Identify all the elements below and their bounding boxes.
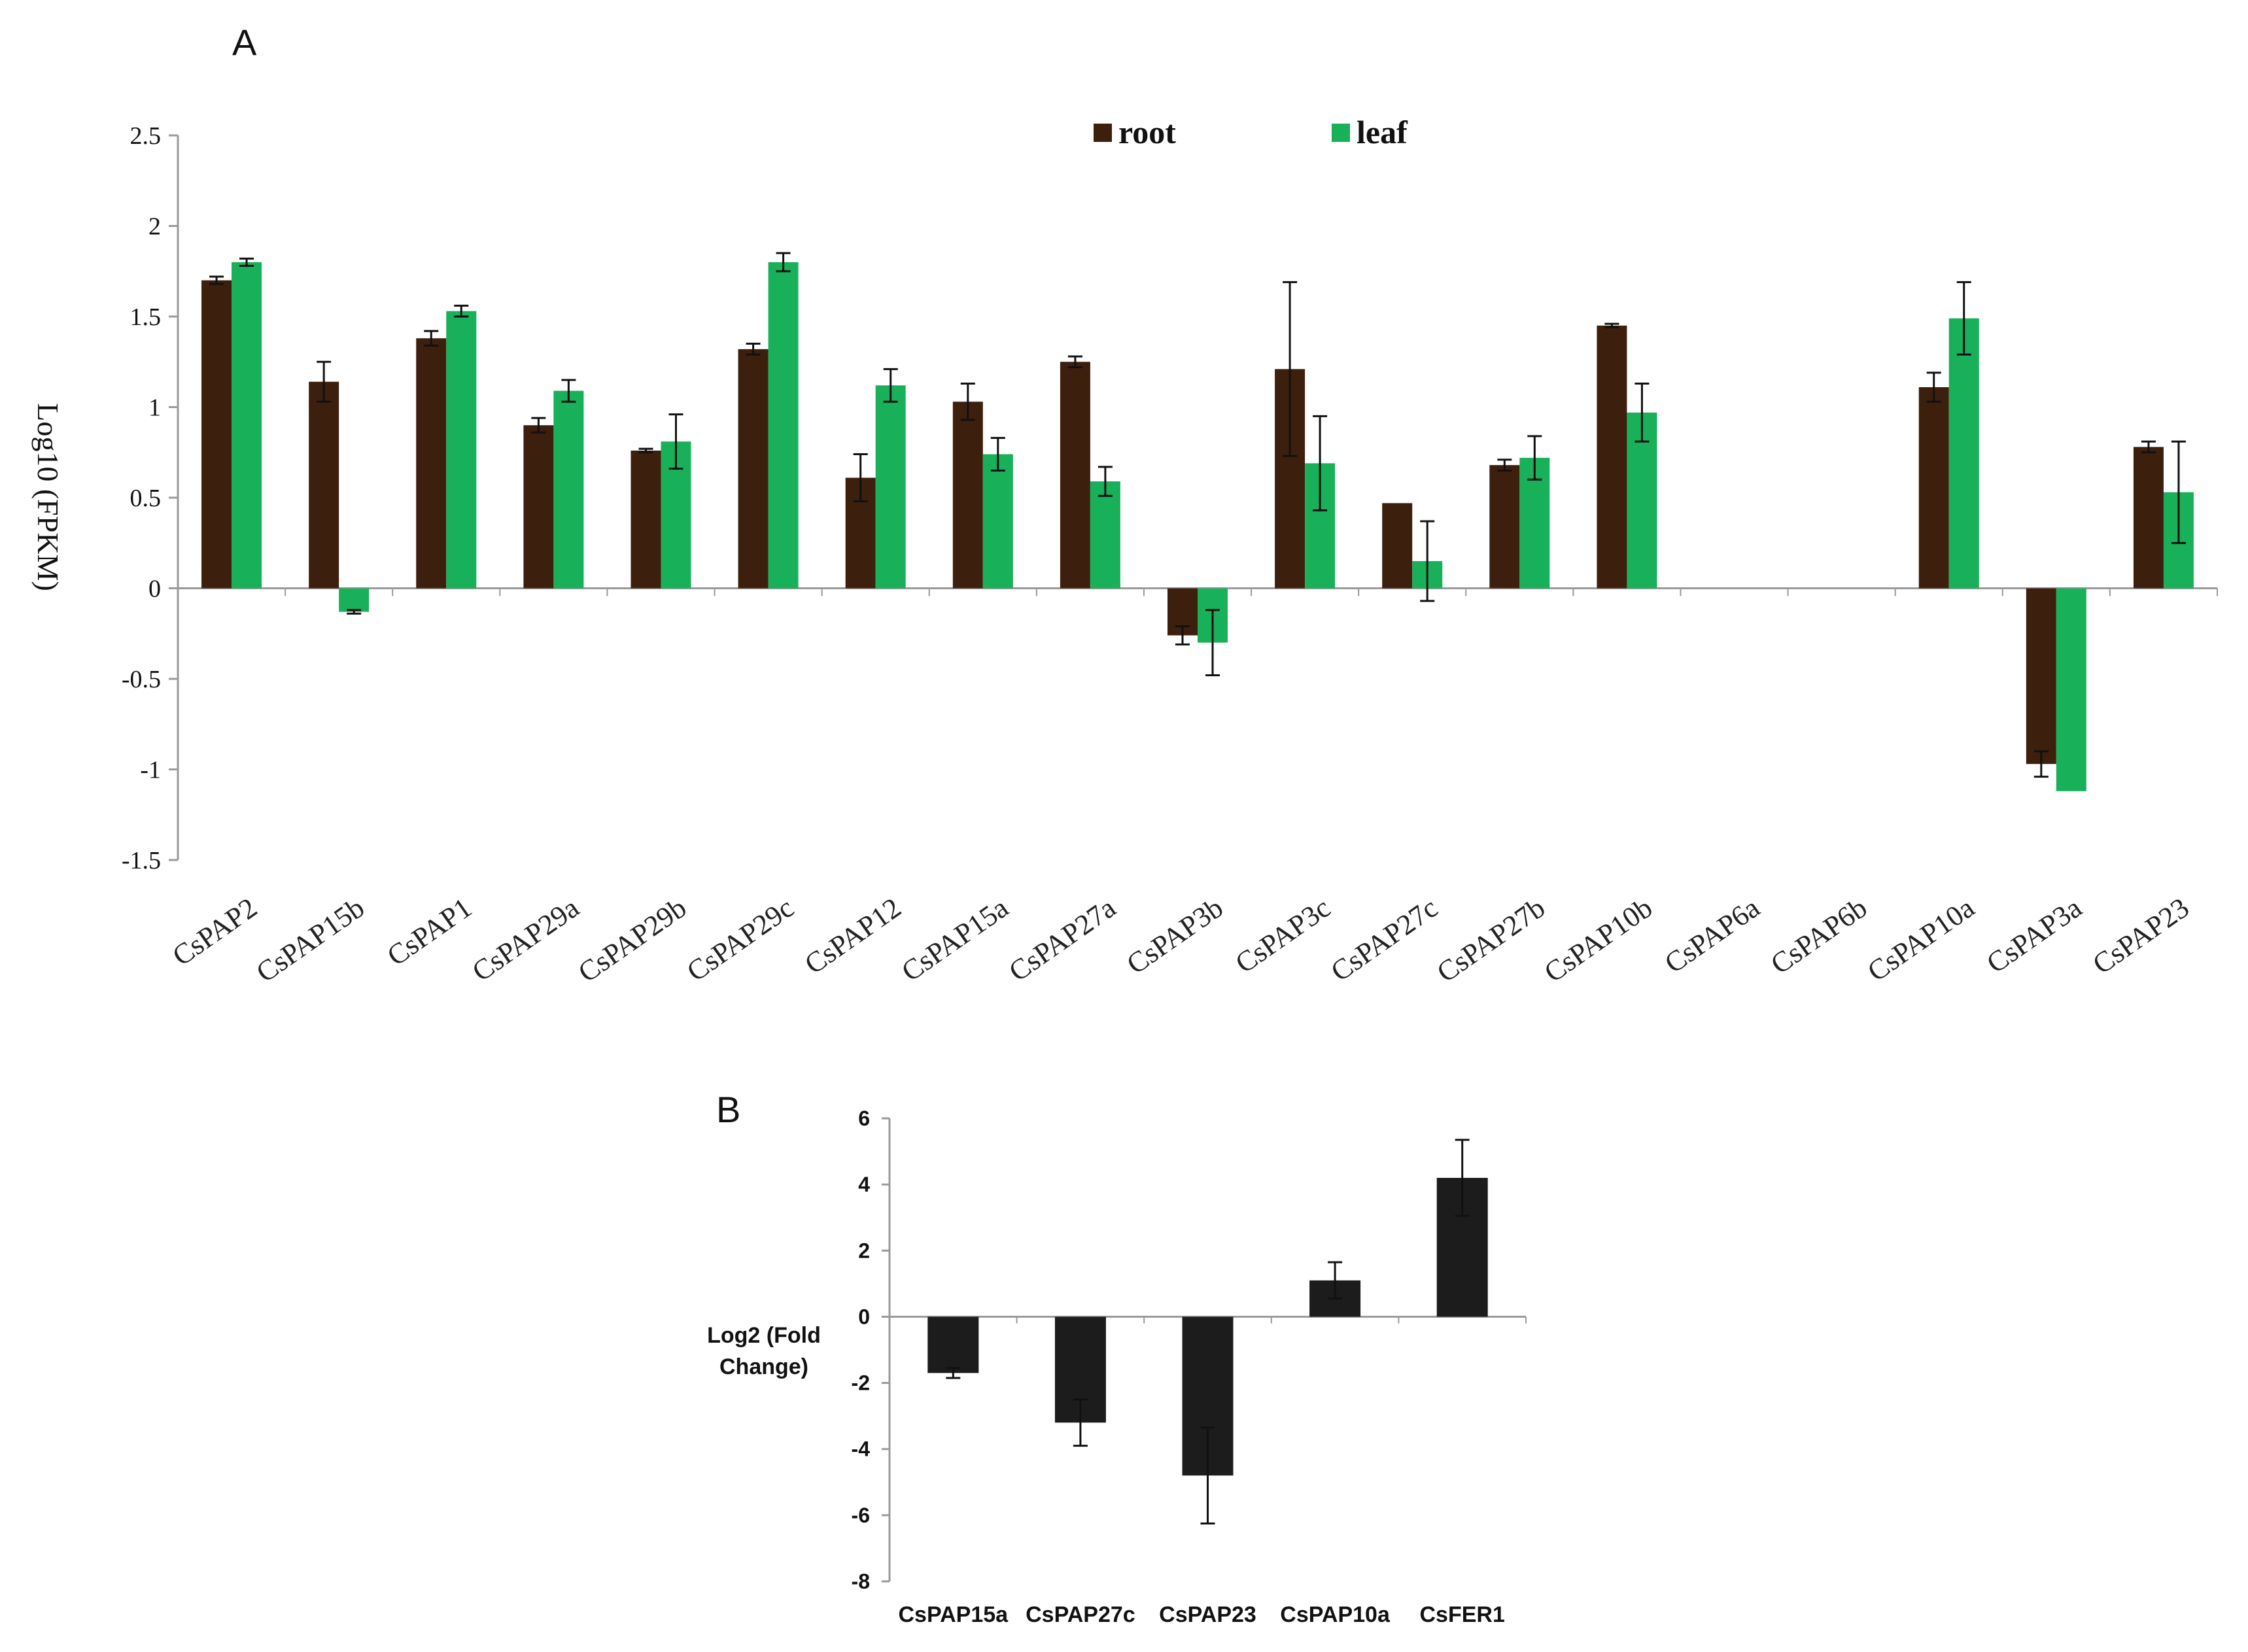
chart-b-y-label-line: Change) <box>719 1354 808 1379</box>
chart-b-category-label: CsPAP23 <box>1159 1602 1256 1627</box>
chart-b-bar <box>927 1316 979 1373</box>
chart-a-category-label: CsPAP27c <box>1325 891 1444 988</box>
chart-a-category-label: CsPAP23 <box>2087 891 2195 980</box>
chart-a-bar-root <box>2133 447 2164 589</box>
chart-b-y-tick-label: -8 <box>852 1570 870 1593</box>
chart-a-y-tick-label: 2 <box>148 213 161 241</box>
chart-a: Log10 (FPKM) 2.521.510.50-0.5-1-1.5CsPAP… <box>31 114 2218 989</box>
chart-a-category-label: CsPAP6a <box>1659 891 1765 980</box>
chart-a-bar-root <box>416 338 447 589</box>
chart-a-bar-root <box>1489 465 1520 589</box>
chart-b-y-tick-label: 6 <box>858 1107 870 1130</box>
chart-a-category-label: CsPAP12 <box>799 891 907 980</box>
chart-a-bar-root <box>952 402 983 589</box>
chart-b-y-tick-label: 0 <box>858 1305 870 1328</box>
chart-b-y-tick-label: 4 <box>858 1173 870 1196</box>
chart-a-category-label: CsPAP3a <box>1981 891 2088 980</box>
chart-a-bar-leaf <box>2056 588 2086 791</box>
chart-a-y-tick-label: 0 <box>148 576 161 603</box>
chart-a-bar-root <box>1060 362 1090 589</box>
chart-a-category-label: CsPAP10a <box>1861 891 1980 988</box>
chart-a-bar-leaf <box>339 588 370 612</box>
legend-label-root: root <box>1118 114 1176 150</box>
chart-a-bar-root <box>631 450 661 589</box>
chart-b-category-label: CsFER1 <box>1420 1602 1505 1627</box>
chart-a-bar-root <box>2026 588 2056 765</box>
chart-a-bar-root <box>1918 387 1949 589</box>
chart-a-bar-leaf <box>875 385 906 589</box>
chart-a-y-tick-label: 0.5 <box>130 485 162 512</box>
chart-a-bar-leaf <box>1948 318 1979 589</box>
legend-swatch-root <box>1094 124 1112 142</box>
chart-a-bar-leaf <box>1090 481 1120 589</box>
chart-a-bar-root <box>738 349 769 589</box>
chart-a-y-tick-label: -1 <box>140 757 161 784</box>
chart-a-y-tick-label: 1 <box>148 394 161 422</box>
panel-a-letter: A <box>232 22 257 63</box>
chart-b-category-label: CsPAP15a <box>899 1602 1009 1627</box>
chart-b-y-tick-label: 2 <box>858 1239 870 1262</box>
chart-a-category-label: CsPAP15a <box>895 891 1014 988</box>
chart-a-category-label: CsPAP2 <box>167 891 263 972</box>
chart-a-bar-root <box>523 425 554 589</box>
legend-swatch-leaf <box>1332 124 1350 142</box>
chart-b-y-tick-label: -2 <box>852 1371 870 1395</box>
chart-b-y-tick-label: -6 <box>852 1504 870 1527</box>
chart-a-bar-leaf <box>446 311 477 589</box>
chart-a-category-label: CsPAP29c <box>681 891 799 988</box>
chart-a-category-label: CsPAP3b <box>1121 891 1229 980</box>
chart-a-y-tick-label: 1.5 <box>130 303 162 331</box>
chart-b: 6 4 2 0 -2 -4 -6 -8 Log2 (Fold Change) CsPAP15a CsP… <box>707 1107 1527 1627</box>
chart-a-category-label: CsPAP6b <box>1765 891 1873 980</box>
chart-b-category-label: CsPAP10a <box>1280 1602 1391 1627</box>
chart-a-y-tick-label: 2.5 <box>130 122 162 150</box>
chart-a-category-label: CsPAP10b <box>1538 891 1658 989</box>
chart-a-y-tick-label: -1.5 <box>122 847 161 874</box>
chart-a-bar-leaf <box>768 262 799 589</box>
chart-a-category-label: CsPAP3c <box>1230 891 1336 980</box>
chart-a-bar-root <box>309 381 339 589</box>
panel-b-letter: B <box>716 1089 740 1130</box>
chart-a-bar-leaf <box>553 390 584 589</box>
chart-b-y-tick-label: -4 <box>852 1437 871 1461</box>
chart-a-bar-leaf <box>232 262 262 589</box>
chart-a-category-label: CsPAP27a <box>1003 891 1122 988</box>
chart-b-y-label-line: Log2 (Fold <box>707 1323 821 1348</box>
chart-a-bar-root <box>1597 325 1627 589</box>
chart-a-category-label: CsPAP27b <box>1431 891 1551 989</box>
chart-a-bar-root <box>1382 503 1413 589</box>
legend-label-leaf: leaf <box>1357 114 1408 150</box>
chart-a-category-label: CsPAP15b <box>251 891 370 989</box>
chart-a-bar-leaf <box>982 454 1013 589</box>
chart-a-bar-root <box>201 280 232 589</box>
chart-a-category-label: CsPAP29a <box>466 891 585 988</box>
chart-a-y-label: Log10 (FPKM) <box>31 403 65 591</box>
chart-a-y-tick-label: -0.5 <box>122 666 161 693</box>
chart-b-category-label: CsPAP27c <box>1026 1602 1135 1627</box>
chart-a-category-label: CsPAP29b <box>572 891 692 989</box>
chart-a-category-label: CsPAP1 <box>381 891 477 972</box>
